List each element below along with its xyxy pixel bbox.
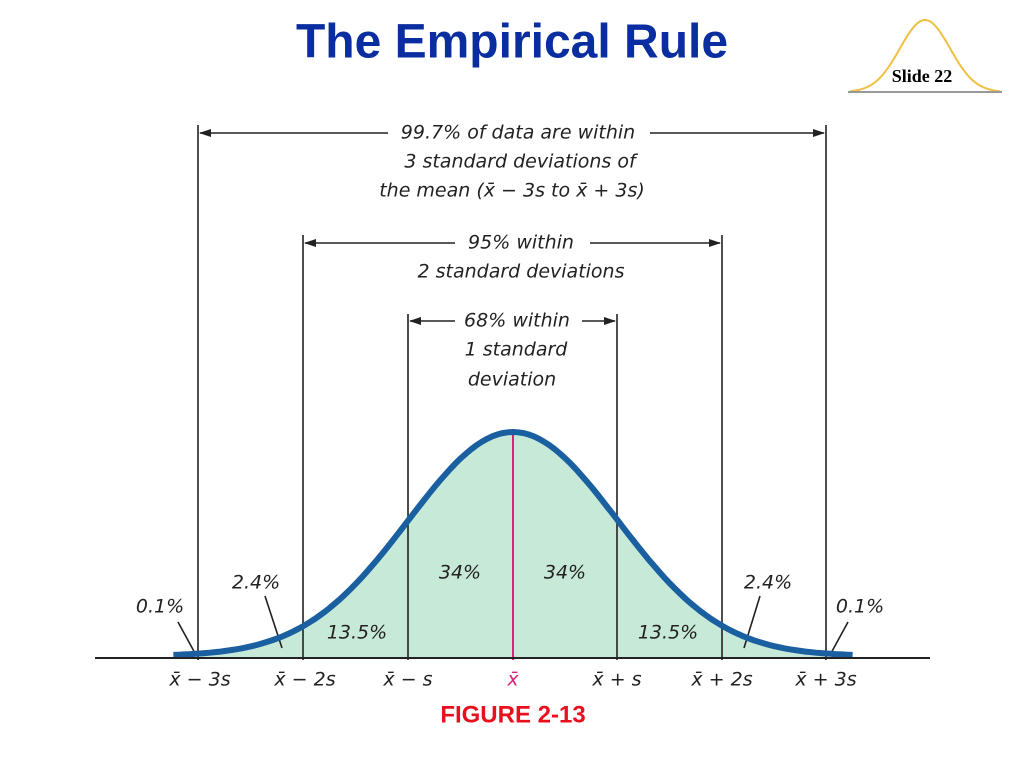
bracket-text: deviation: [468, 369, 556, 391]
region-label: 2.4%: [232, 572, 280, 594]
region-label: 2.4%: [744, 572, 792, 594]
axis-label: x̄ − s: [382, 669, 432, 691]
axis-label: x̄ − 2s: [273, 669, 335, 691]
axis-label: x̄ + 3s: [794, 669, 856, 691]
region-label: 13.5%: [327, 622, 387, 644]
title: The Empirical Rule: [296, 16, 728, 69]
figure: 99.7% of data are within 3 standard devi…: [95, 122, 930, 691]
bracket-text: 99.7% of data are within: [401, 122, 635, 144]
axis-label: x̄ + s: [591, 669, 641, 691]
normal-curve: [173, 428, 853, 658]
bracket-text: the mean (x̄ − 3s to x̄ + 3s): [379, 180, 645, 202]
axis-label: x̄: [506, 669, 519, 691]
bracket-text: 95% within: [468, 232, 574, 254]
region-label: 13.5%: [638, 622, 698, 644]
region-label: 0.1%: [836, 596, 884, 618]
axis-label: x̄ − 3s: [168, 669, 230, 691]
axis-label: x̄ + 2s: [690, 669, 752, 691]
caption: FIGURE 2-13: [440, 701, 585, 728]
region-label: 34%: [544, 562, 586, 584]
bracket-text: 1 standard: [465, 339, 569, 361]
bracket-text: 3 standard deviations of: [404, 151, 639, 173]
slide-number: Slide 22: [892, 66, 953, 86]
bracket-text: 2 standard deviations: [418, 261, 625, 283]
region-label: 0.1%: [136, 596, 184, 618]
bracket-text: 68% within: [464, 310, 570, 332]
region-label: 34%: [439, 562, 481, 584]
slide-badge: Slide 22: [848, 18, 1002, 93]
